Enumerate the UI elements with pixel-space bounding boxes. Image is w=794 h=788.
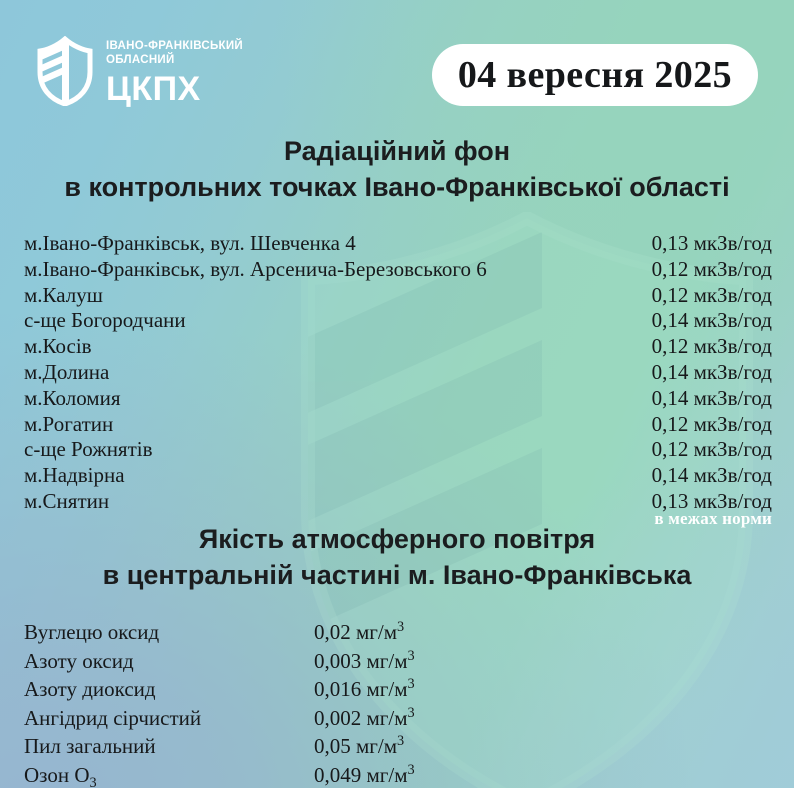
- table-row: м.Снятин 0,13 мкЗв/год: [24, 489, 772, 515]
- radiation-location: м.Калуш: [24, 282, 103, 307]
- radiation-location: м.Надвірна: [24, 463, 125, 488]
- air-heading-line-1: Якість атмосферного повітря: [198, 524, 596, 554]
- table-row: м.Долина 0,14 мкЗв/год: [24, 360, 772, 386]
- radiation-value: 0,12 мкЗв/год: [651, 411, 772, 436]
- air-pollutant-value: 0,003 мг/м3: [314, 647, 415, 673]
- air-pollutant-value: 0,05 мг/м3: [314, 733, 405, 759]
- air-pollutant-name: Азоту оксид: [24, 648, 134, 673]
- table-row: м.Івано-Франківськ, вул. Шевченка 4 0,13…: [24, 231, 772, 257]
- air-heading-line-2: в центральній частині м. Івано-Франківсь…: [102, 560, 692, 591]
- radiation-value: 0,12 мкЗв/год: [651, 282, 772, 307]
- radiation-measurements-table: м.Івано-Франківськ, вул. Шевченка 4 0,13…: [24, 231, 772, 515]
- air-pollutant-name: Озон О3: [24, 762, 97, 788]
- radiation-status-note: в межах норми: [654, 509, 772, 528]
- radiation-value: 0,14 мкЗв/год: [651, 385, 772, 410]
- table-row: Пил загальний 0,05 мг/м3: [24, 733, 544, 762]
- radiation-location: м.Івано-Франківськ, вул. Арсенича-Березо…: [24, 256, 487, 281]
- air-pollutant-value: 0,02 мг/м3: [314, 619, 405, 644]
- radiation-section-heading: Радіаційний фон в контрольних точках Іва…: [0, 136, 794, 202]
- table-row: м.Івано-Франківськ, вул. Арсенича-Березо…: [24, 257, 772, 283]
- air-quality-section-heading: Якість атмосферного повітря в центральні…: [0, 524, 794, 590]
- air-pollutant-value: 0,016 мг/м3: [314, 676, 415, 702]
- radiation-location: м.Долина: [24, 359, 110, 384]
- radiation-location: м.Рогатин: [24, 411, 114, 436]
- table-row: с-ще Рожнятів 0,12 мкЗв/год: [24, 437, 772, 463]
- radiation-value: 0,13 мкЗв/год: [651, 488, 772, 513]
- table-row: Ангідрид сірчистий 0,002 мг/м3: [24, 705, 544, 734]
- brand-line-1: ІВАНО-ФРАНКІВСЬКИЙ: [106, 40, 243, 52]
- radiation-location: м.Коломия: [24, 385, 121, 410]
- table-row: м.Косів 0,12 мкЗв/год: [24, 334, 772, 360]
- radiation-value: 0,12 мкЗв/год: [651, 437, 772, 462]
- table-row: Азоту оксид 0,003 мг/м3: [24, 648, 544, 677]
- table-row: м.Коломия 0,14 мкЗв/год: [24, 386, 772, 412]
- air-pollutant-value: 0,049 мг/м3: [314, 761, 415, 787]
- radiation-value: 0,13 мкЗв/год: [651, 231, 772, 255]
- radiation-value: 0,14 мкЗв/год: [651, 308, 772, 333]
- air-quality-measurements-table: Вуглецю оксид 0,02 мг/м3 Азоту оксид 0,0…: [24, 619, 544, 788]
- table-row: Азоту диоксид 0,016 мг/м3: [24, 676, 544, 705]
- radiation-heading-line-1: Радіаційний фон: [283, 136, 511, 166]
- radiation-location: м.Косів: [24, 334, 92, 359]
- radiation-location: м.Івано-Франківськ, вул. Шевченка 4: [24, 231, 356, 255]
- header: ІВАНО-ФРАНКІВСЬКИЙ ОБЛАСНИЙ ЦКПХ 04 вере…: [0, 0, 794, 130]
- radiation-location: с-ще Богородчани: [24, 308, 186, 333]
- brand-abbreviation: ЦКПХ: [106, 70, 201, 108]
- table-row: Вуглецю оксид 0,02 мг/м3: [24, 619, 544, 648]
- radiation-value: 0,12 мкЗв/год: [651, 256, 772, 281]
- air-pollutant-value: 0,002 мг/м3: [314, 704, 415, 730]
- brand-line-2: ОБЛАСНИЙ: [106, 53, 175, 66]
- radiation-heading-line-2: в контрольних точках Івано-Франківської …: [64, 172, 730, 203]
- radiation-location: с-ще Рожнятів: [24, 437, 153, 462]
- table-row: м.Надвірна 0,14 мкЗв/год: [24, 463, 772, 489]
- table-row: Озон О3 0,049 мг/м3: [24, 762, 544, 788]
- air-pollutant-name: Азоту диоксид: [24, 677, 156, 702]
- date-badge: 04 вересня 2025: [431, 44, 758, 106]
- brand-logo-text: ІВАНО-ФРАНКІВСЬКИЙ ОБЛАСНИЙ ЦКПХ: [106, 36, 243, 108]
- air-pollutant-name: Вуглецю оксид: [24, 620, 160, 644]
- table-row: м.Калуш 0,12 мкЗв/год: [24, 283, 772, 309]
- radiation-location: м.Снятин: [24, 488, 110, 513]
- table-row: с-ще Богородчани 0,14 мкЗв/год: [24, 308, 772, 334]
- brand-logo[interactable]: ІВАНО-ФРАНКІВСЬКИЙ ОБЛАСНИЙ ЦКПХ: [36, 36, 243, 108]
- radiation-value: 0,14 мкЗв/год: [651, 359, 772, 384]
- table-row: м.Рогатин 0,12 мкЗв/год: [24, 412, 772, 438]
- shield-logo-icon: [37, 36, 93, 106]
- air-pollutant-name: Пил загальний: [24, 734, 156, 759]
- air-pollutant-name: Ангідрид сірчистий: [24, 705, 202, 730]
- radiation-value: 0,12 мкЗв/год: [651, 334, 772, 359]
- radiation-value: 0,14 мкЗв/год: [651, 463, 772, 488]
- date-badge-text: 04 вересня 2025: [457, 54, 732, 96]
